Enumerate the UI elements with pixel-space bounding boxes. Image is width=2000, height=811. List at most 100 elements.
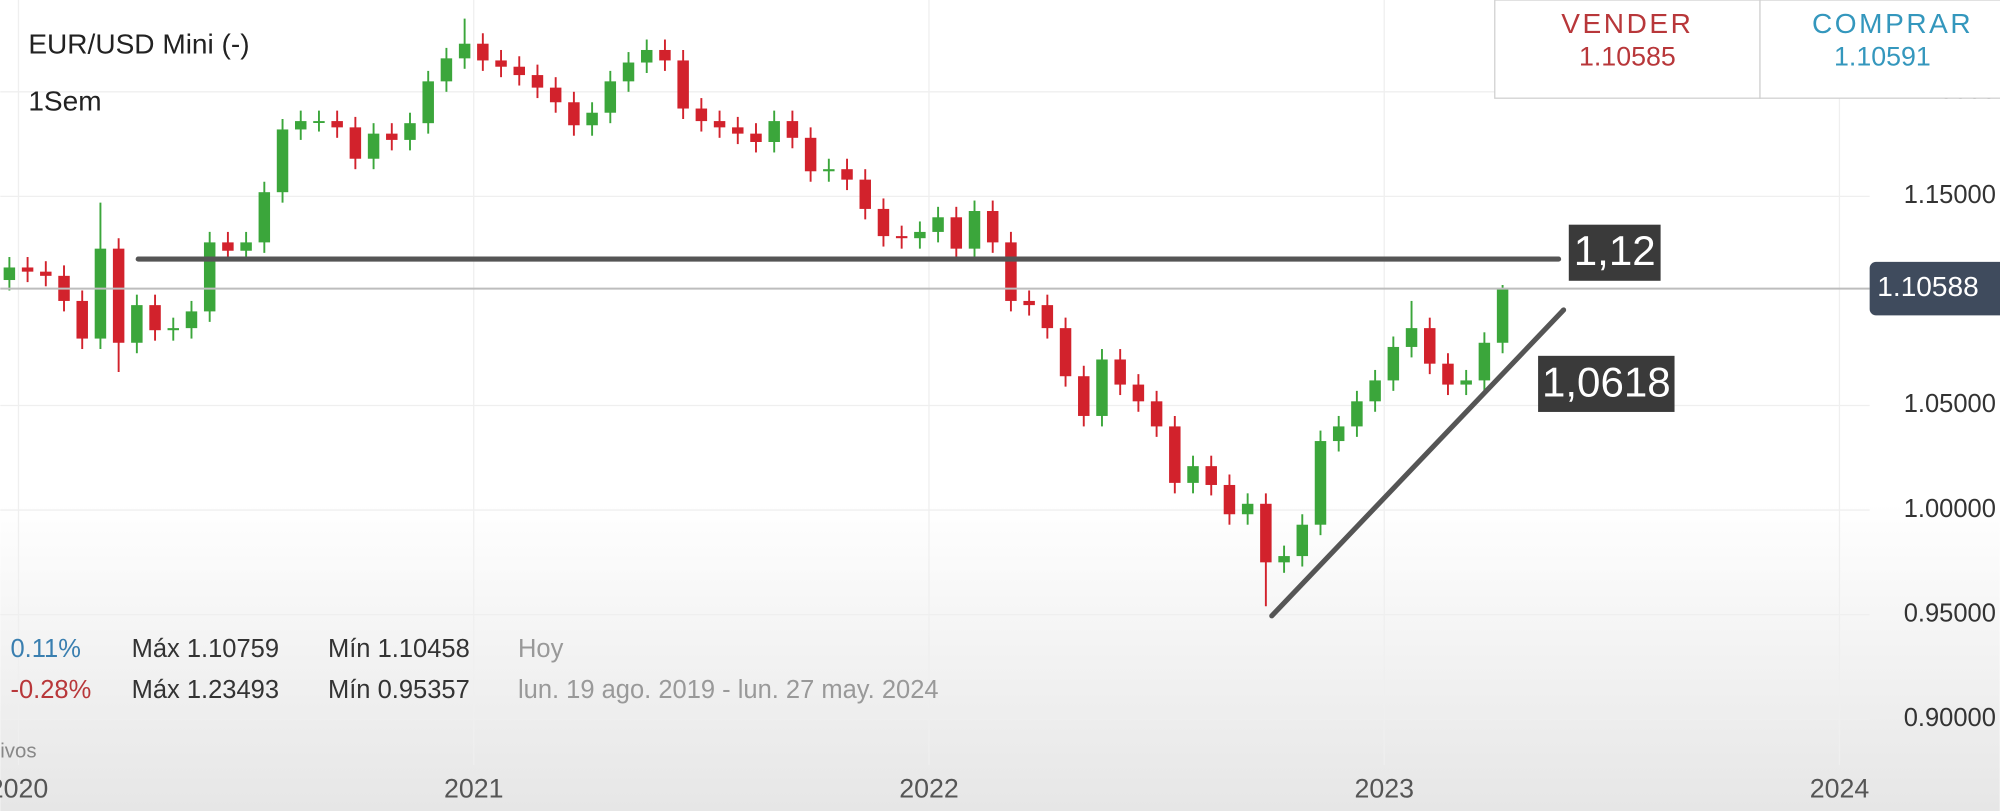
candle-body xyxy=(149,305,161,331)
y-tick-label: 1.05000 xyxy=(1904,390,1996,418)
sell-box[interactable]: VENDER 1.10585 xyxy=(1494,0,1761,99)
max-range: Máx 1.23493 xyxy=(132,676,279,704)
candle-body xyxy=(203,242,216,312)
candle-body xyxy=(677,60,689,109)
candle-body xyxy=(458,43,471,59)
candle-body xyxy=(804,137,817,172)
candle-body xyxy=(732,127,744,134)
candle-body xyxy=(477,43,489,61)
y-tick-label: 1.15000 xyxy=(1904,181,1996,209)
sell-label[interactable]: VENDER xyxy=(1561,8,1693,39)
candle-body xyxy=(877,208,890,237)
candle-body xyxy=(859,179,871,209)
candle-body xyxy=(295,121,307,130)
period-range: lun. 19 ago. 2019 - lun. 27 may. 2024 xyxy=(518,676,939,704)
candle-body xyxy=(112,248,125,343)
candle-body xyxy=(1205,466,1217,485)
min-range: Mín 0.95357 xyxy=(328,676,470,704)
change-range: -0.28% xyxy=(10,676,91,704)
candle-body xyxy=(513,66,525,76)
candle-body xyxy=(1132,384,1145,402)
trend-label-box xyxy=(1538,355,1675,412)
candle-body xyxy=(786,121,799,138)
max-today: Máx 1.10759 xyxy=(132,635,279,663)
candle-body xyxy=(276,129,289,193)
x-tick-label: 2024 xyxy=(1810,774,1870,804)
candle-body xyxy=(1059,328,1072,377)
buy-box-frame[interactable] xyxy=(1759,0,2000,99)
y-tick-label: 0.90000 xyxy=(1904,704,1996,732)
candle-body xyxy=(167,328,180,331)
candle-body xyxy=(950,217,963,249)
change-today: 0.11% xyxy=(10,635,80,663)
candle-body xyxy=(1150,401,1163,427)
period-today: Hoy xyxy=(518,635,564,663)
y-tick-label: 1.00000 xyxy=(1904,495,1996,523)
candle-body xyxy=(240,242,252,251)
trend-line xyxy=(1269,307,1567,619)
candle-body xyxy=(1114,359,1126,385)
candle-body xyxy=(1332,426,1345,442)
candle-body xyxy=(1460,380,1472,385)
candle-body xyxy=(1278,556,1290,563)
candle-body xyxy=(1424,328,1436,364)
candle-body xyxy=(94,248,107,339)
candle-body xyxy=(1223,484,1236,515)
candle-body xyxy=(1005,242,1017,301)
candle-body xyxy=(622,62,635,82)
candle-body xyxy=(568,102,580,126)
candle-body xyxy=(1096,359,1108,416)
candle-body xyxy=(1369,380,1381,402)
last-price-label: 1.10588 xyxy=(1877,271,1978,302)
candle-body xyxy=(440,58,453,82)
candle-body xyxy=(659,49,671,61)
trend-label: 1,12 xyxy=(1574,227,1656,274)
min-today: Mín 1.10458 xyxy=(328,635,470,663)
candle-body xyxy=(76,300,88,339)
y-tick-label: 0.95000 xyxy=(1904,599,1996,627)
candle-body xyxy=(586,112,598,126)
buy-box[interactable]: COMPRAR 1.10591 xyxy=(1759,0,2000,99)
candle-body xyxy=(331,121,343,128)
candle-body xyxy=(1041,305,1054,329)
candle-body xyxy=(1351,401,1363,427)
trend-label-box xyxy=(1568,224,1661,281)
candle-body xyxy=(131,305,143,343)
candle-body xyxy=(495,60,507,67)
candle-body xyxy=(1260,503,1272,563)
candle-body xyxy=(1169,426,1181,483)
candle-body xyxy=(640,49,653,63)
buy-label[interactable]: COMPRAR xyxy=(1812,8,1973,39)
candle-body xyxy=(1442,363,1454,385)
candle-body xyxy=(1387,346,1400,381)
candle-body xyxy=(695,108,708,122)
candle-body xyxy=(40,271,52,276)
sell-price[interactable]: 1.10585 xyxy=(1579,42,1676,72)
candle-body xyxy=(422,81,434,124)
candle-body xyxy=(1023,300,1035,306)
sell-box-frame[interactable] xyxy=(1494,0,1761,99)
candle-body xyxy=(768,121,780,142)
candle-body xyxy=(1187,466,1199,483)
candle-body xyxy=(258,192,271,243)
footer-text: ivos xyxy=(0,741,36,763)
candle-body xyxy=(404,123,416,140)
candle-body xyxy=(968,211,981,249)
candle-body xyxy=(3,267,16,281)
candle-body xyxy=(386,133,398,140)
candle-body xyxy=(367,133,380,159)
candle-body xyxy=(21,267,34,272)
candle-body xyxy=(895,236,908,239)
candle-body xyxy=(1496,288,1509,343)
candle-body xyxy=(1405,328,1418,347)
candle-body xyxy=(932,217,944,232)
timeframe: 1Sem xyxy=(28,86,101,117)
x-tick-label: 2023 xyxy=(1354,774,1414,804)
buy-price[interactable]: 1.10591 xyxy=(1834,42,1931,72)
candle-body xyxy=(549,87,562,103)
last-price-box xyxy=(1869,261,2000,316)
x-tick-label: 2021 xyxy=(444,774,504,804)
x-tick-label: 2022 xyxy=(899,774,959,804)
